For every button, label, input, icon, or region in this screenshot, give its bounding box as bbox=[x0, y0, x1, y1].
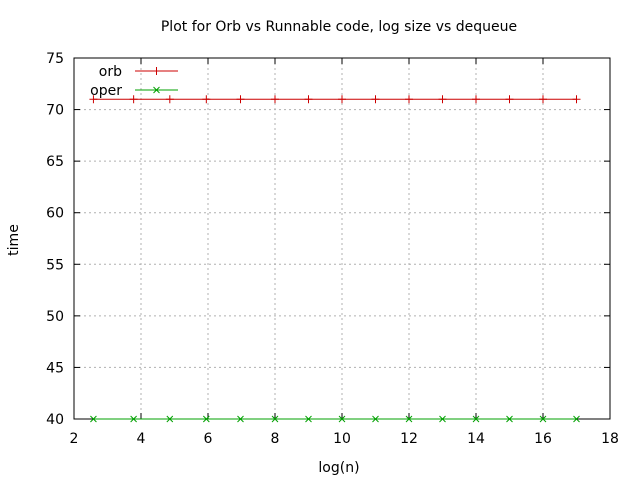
data-point bbox=[405, 95, 413, 104]
data-point bbox=[166, 415, 174, 423]
x-tick-label: 10 bbox=[333, 431, 351, 447]
data-point bbox=[371, 95, 380, 104]
data-point bbox=[338, 415, 346, 423]
data-point bbox=[539, 95, 547, 104]
data-point bbox=[271, 415, 279, 423]
series-orb bbox=[89, 95, 581, 104]
series-oper bbox=[90, 415, 580, 423]
x-tick-label: 12 bbox=[400, 431, 418, 447]
x-tick-label: 6 bbox=[204, 431, 213, 447]
chart-title: Plot for Orb vs Runnable code, log size … bbox=[161, 19, 517, 35]
series-layer bbox=[89, 95, 581, 423]
y-tick-label: 55 bbox=[46, 257, 64, 273]
y-tick-label: 65 bbox=[46, 154, 64, 170]
data-point bbox=[472, 415, 480, 423]
data-point bbox=[271, 95, 279, 104]
y-tick-label: 60 bbox=[46, 206, 64, 222]
x-tick-label: 14 bbox=[467, 431, 485, 447]
data-point bbox=[130, 415, 137, 423]
y-tick-label: 50 bbox=[46, 309, 64, 325]
data-point bbox=[236, 95, 245, 104]
data-point bbox=[573, 415, 580, 423]
legend-label: orb bbox=[99, 64, 122, 80]
data-point bbox=[202, 95, 211, 104]
data-point bbox=[505, 95, 514, 104]
x-tick-label: 18 bbox=[601, 431, 619, 447]
axis-ticks: 2 4 6 8 10 12 14 16 18 40 45 50 55 60 65 70 75 bbox=[46, 51, 619, 447]
x-tick-label: 4 bbox=[137, 431, 146, 447]
data-point bbox=[405, 415, 413, 423]
y-axis-label: time bbox=[6, 224, 22, 256]
data-point bbox=[539, 415, 547, 423]
legend-label: oper bbox=[90, 83, 122, 99]
y-tick-label: 40 bbox=[46, 412, 64, 428]
y-tick-label: 70 bbox=[46, 103, 64, 119]
data-point bbox=[506, 415, 513, 423]
legend-item-oper: oper bbox=[90, 83, 178, 99]
data-point bbox=[237, 415, 244, 423]
data-point bbox=[572, 95, 581, 104]
data-point bbox=[472, 95, 480, 104]
data-point bbox=[305, 415, 312, 423]
data-point bbox=[438, 95, 447, 104]
data-point bbox=[152, 67, 161, 75]
x-tick-label: 8 bbox=[271, 431, 280, 447]
data-point bbox=[89, 95, 98, 104]
data-point bbox=[90, 415, 97, 423]
x-tick-label: 16 bbox=[534, 431, 552, 447]
data-point bbox=[439, 415, 446, 423]
data-point bbox=[165, 95, 174, 104]
legend-item-orb: orb bbox=[99, 64, 178, 80]
data-point bbox=[338, 95, 346, 104]
x-tick-label: 2 bbox=[70, 431, 79, 447]
x-axis-label: log(n) bbox=[318, 460, 359, 476]
grid-lines bbox=[74, 58, 610, 419]
data-point bbox=[153, 86, 160, 94]
y-tick-label: 45 bbox=[46, 360, 64, 376]
data-point bbox=[129, 95, 138, 104]
data-point bbox=[372, 415, 379, 423]
data-point bbox=[304, 95, 313, 104]
legend: orb oper bbox=[90, 64, 178, 99]
y-tick-label: 75 bbox=[46, 51, 64, 67]
data-point bbox=[202, 415, 210, 423]
